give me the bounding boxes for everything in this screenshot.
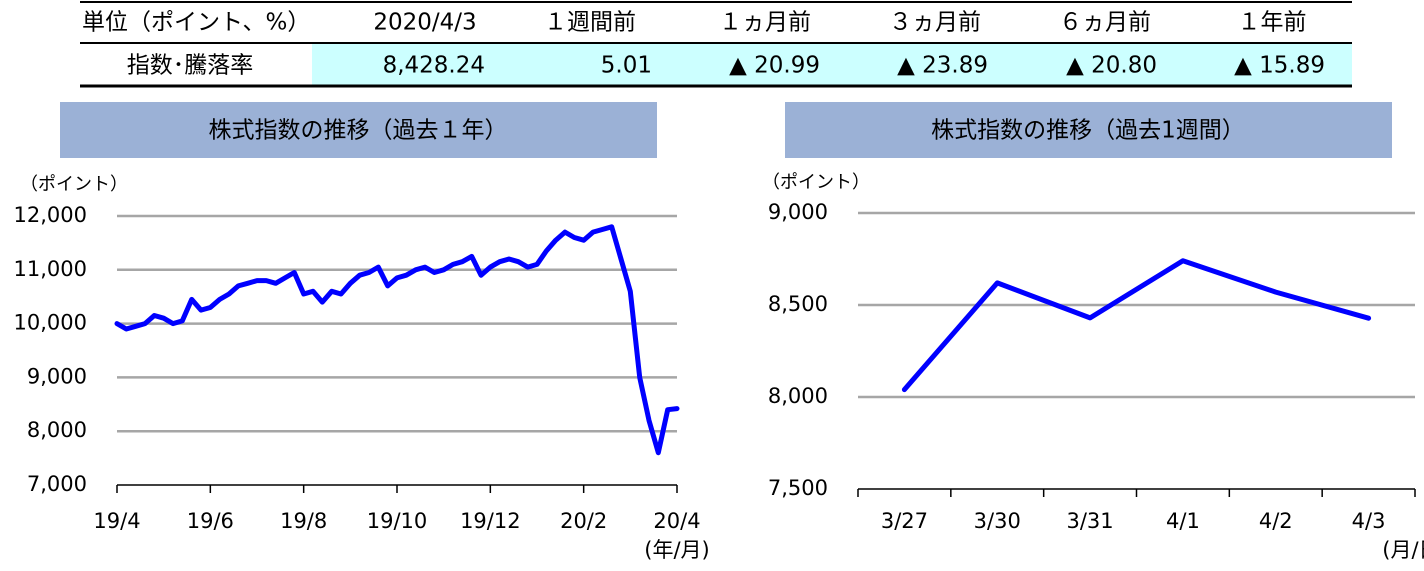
table-cell: ▲ 20.80 — [1066, 53, 1157, 79]
y-tick-label: 8,500 — [768, 292, 828, 316]
title-box — [60, 102, 657, 158]
x-tick-label: 4/1 — [1166, 509, 1200, 533]
y-axis-unit: （ポイント） — [762, 172, 870, 193]
table-cell: ▲ 23.89 — [897, 53, 988, 79]
y-tick-label: 7,000 — [27, 472, 87, 496]
x-tick-label: 3/31 — [1066, 509, 1113, 533]
y-tick-label: 8,000 — [27, 418, 87, 442]
y-tick-label: 8,000 — [768, 384, 828, 408]
x-tick-label: 19/12 — [460, 509, 521, 533]
table-header: ６ヵ月前 — [1059, 10, 1151, 36]
table-header: ３ヵ月前 — [889, 10, 981, 36]
table-header: １年前 — [1238, 10, 1307, 36]
table-cell: 5.01 — [601, 53, 652, 79]
table-cell: 指数･騰落率 — [127, 53, 254, 79]
x-tick-label: 20/2 — [560, 509, 607, 533]
x-axis-unit: (月/日) — [1382, 538, 1424, 562]
table-header: 単位（ポイント、%） — [82, 10, 310, 36]
x-tick-label: 4/2 — [1259, 509, 1293, 533]
y-tick-label: 12,000 — [14, 203, 87, 227]
x-tick-label: 3/27 — [881, 509, 928, 533]
chart-title: 株式指数の推移（過去１年） — [209, 118, 508, 144]
data-line — [901, 258, 1372, 393]
x-tick-label: 19/10 — [367, 509, 428, 533]
y-tick-label: 11,000 — [14, 257, 87, 281]
x-tick-label: 20/4 — [653, 509, 700, 533]
y-tick-label: 9,000 — [768, 200, 828, 224]
table-cell: ▲ 15.89 — [1234, 53, 1325, 79]
x-tick-label: 19/8 — [280, 509, 327, 533]
x-tick-label: 4/3 — [1352, 509, 1386, 533]
x-axis-unit: (年/月) — [644, 538, 709, 562]
y-tick-label: 7,500 — [768, 476, 828, 500]
y-axis-unit: （ポイント） — [20, 174, 128, 195]
x-tick-label: 3/30 — [974, 509, 1021, 533]
y-tick-label: 9,000 — [27, 364, 87, 388]
table-header: 2020/4/3 — [373, 10, 476, 36]
table-row-bg — [312, 44, 1352, 85]
table-header: １ヵ月前 — [719, 10, 811, 36]
data-line — [114, 224, 680, 456]
y-tick-label: 10,000 — [14, 311, 87, 335]
x-tick-label: 19/6 — [187, 509, 234, 533]
chart-title: 株式指数の推移（過去1週間） — [931, 118, 1245, 144]
x-tick-label: 19/4 — [93, 509, 140, 533]
table-cell: 8,428.24 — [383, 53, 485, 79]
table-cell: ▲ 20.99 — [729, 53, 820, 79]
title-box — [785, 102, 1392, 158]
table-header: １週間前 — [544, 10, 636, 36]
